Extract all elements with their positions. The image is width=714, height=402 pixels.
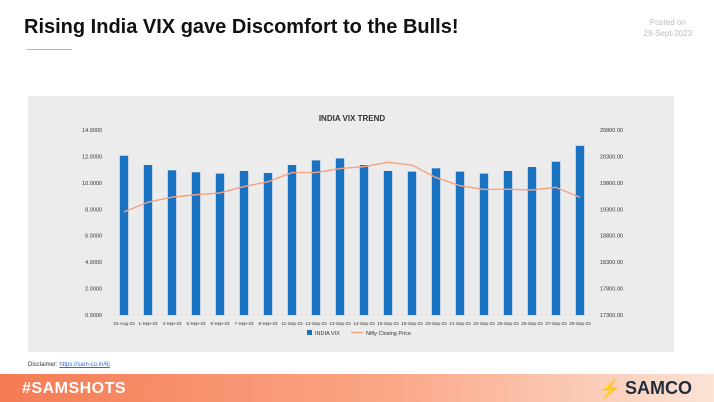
samco-logo-icon: ⚡: [598, 378, 621, 399]
vix-bar: [287, 165, 297, 315]
x-tick-label: 5-Sep-23: [187, 321, 206, 326]
y-right-tick-label: 19300.00: [600, 207, 623, 213]
y-left-tick-label: 6.0000: [85, 234, 102, 240]
brand-logo: ⚡ SAMCO: [599, 378, 692, 399]
y-right-tick-label: 19800.00: [600, 181, 623, 187]
legend-swatch-vix: [307, 330, 312, 335]
x-tick-label: 4-Sep-23: [163, 321, 182, 326]
x-tick-label: 25-Sep-23: [497, 321, 519, 326]
x-tick-label: 27-Sep-23: [545, 321, 567, 326]
vix-bar: [551, 161, 561, 315]
footer-banner: #SAMSHOTS ⚡ SAMCO: [0, 374, 714, 402]
disclaimer-link[interactable]: https://sam-co.in/6j: [59, 362, 110, 368]
vix-bar: [143, 165, 153, 315]
vix-bar: [527, 167, 537, 315]
y-left-tick-label: 0.0000: [85, 313, 102, 319]
x-tick-label: 14-Sep-23: [353, 321, 375, 326]
x-tick-label: 11-Sep-23: [281, 321, 303, 326]
chart-title: INDIA VIX TREND: [319, 114, 386, 123]
vix-bar: [263, 172, 273, 315]
legend-label-vix: INDIA VIX: [315, 331, 340, 337]
nifty-line: [123, 161, 581, 213]
x-tick-label: 20-Sep-23: [425, 321, 447, 326]
y-left-tick-label: 14.0000: [82, 128, 102, 134]
x-tick-label: 31-Aug-23: [113, 321, 135, 326]
x-tick-label: 22-Sep-23: [473, 321, 495, 326]
posted-date-value: 29-Sept-2023: [643, 29, 692, 38]
x-tick-label: 13-Sep-23: [329, 321, 351, 326]
vix-bar: [407, 171, 417, 315]
y-left-tick-label: 12.0000: [82, 154, 102, 160]
vix-bar: [431, 168, 441, 315]
x-tick-label: 1-Sep-23: [139, 321, 158, 326]
x-tick-label: 12-Sep-23: [305, 321, 327, 326]
vix-bar: [335, 158, 345, 315]
posted-label: Posted on: [649, 18, 686, 27]
brand-name: SAMCO: [625, 378, 692, 398]
x-tick-label: 18-Sep-23: [401, 321, 423, 326]
vix-bar: [311, 160, 321, 315]
posted-date: Posted on 29-Sept-2023: [644, 17, 692, 39]
vix-bar: [167, 170, 177, 315]
vix-bar: [119, 155, 129, 315]
x-tick-label: 7-Sep-23: [235, 321, 254, 326]
page-title: Rising India VIX gave Discomfort to the …: [24, 16, 459, 38]
vix-bar: [191, 172, 201, 315]
vix-bar: [239, 170, 249, 315]
vix-bar: [215, 173, 225, 315]
disclaimer-label: Disclaimer:: [28, 362, 58, 368]
chart-panel: INDIA VIX TREND 0.0000 2.0000 4.0000 6.0000 8…: [28, 96, 674, 352]
y-left-tick-label: 8.0000: [85, 207, 102, 213]
y-left-tick-label: 10.0000: [82, 181, 102, 187]
vix-bar: [455, 171, 465, 315]
vix-bar: [383, 170, 393, 315]
y-right-tick-label: 20300.00: [600, 154, 623, 160]
y-right-tick-label: 17800.00: [600, 287, 623, 293]
title-underline: [26, 49, 72, 50]
vix-bar: [479, 173, 489, 315]
x-tick-label: 6-Sep-23: [211, 321, 230, 326]
y-left-tick-label: 2.0000: [85, 287, 102, 293]
disclaimer: Disclaimer: https://sam-co.in/6j: [28, 362, 110, 368]
vix-bar: [359, 165, 369, 315]
vix-trend-chart: INDIA VIX TREND 0.0000 2.0000 4.0000 6.0000 8…: [82, 114, 623, 337]
x-tick-label: 28-Sep-23: [569, 321, 591, 326]
x-tick-label: 8-Sep-23: [259, 321, 278, 326]
y-right-tick-label: 20800.00: [600, 128, 623, 134]
x-tick-label: 21-Sep-23: [449, 321, 471, 326]
y-right-tick-label: 18300.00: [600, 260, 623, 266]
y-right-tick-label: 17300.00: [600, 313, 623, 319]
x-tick-label: 15-Sep-23: [377, 321, 399, 326]
y-right-tick-label: 18800.00: [600, 234, 623, 240]
vix-bar: [503, 170, 513, 315]
y-left-tick-label: 4.0000: [85, 260, 102, 266]
samshots-hashtag: #SAMSHOTS: [22, 380, 127, 397]
vix-bar: [575, 145, 585, 315]
x-tick-label: 26-Sep-23: [521, 321, 543, 326]
legend-label-nifty: Nifty Closing Price: [366, 331, 411, 337]
